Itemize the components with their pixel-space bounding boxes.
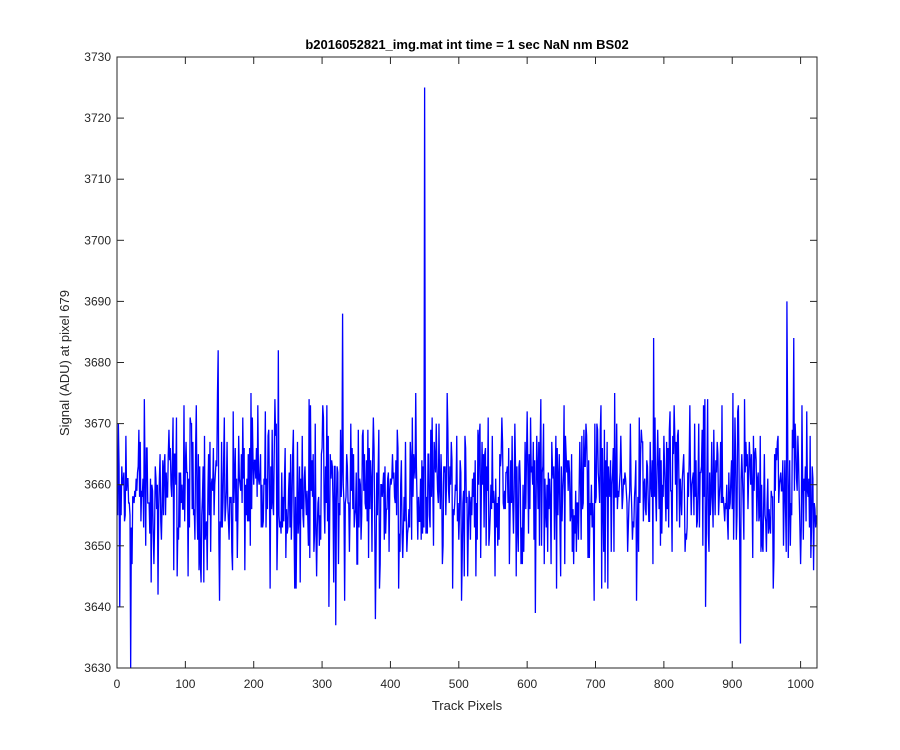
x-tick-label: 400 [380,677,400,691]
y-tick-label: 3670 [84,417,111,431]
y-tick-label: 3710 [84,172,111,186]
x-tick-label: 900 [722,677,742,691]
y-axis-label: Signal (ADU) at pixel 679 [57,290,72,436]
x-tick-label: 500 [449,677,469,691]
series-layer [117,87,817,669]
y-tick-label: 3630 [84,661,111,675]
series-line [117,87,817,669]
plot-background [117,57,817,668]
y-tick-label: 3640 [84,600,111,614]
x-tick-label: 600 [517,677,537,691]
x-axis-label: Track Pixels [432,698,503,713]
y-tick-label: 3730 [84,50,111,64]
y-tick-label: 3660 [84,478,111,492]
y-tick-label: 3690 [84,294,111,308]
y-tick-label: 3720 [84,111,111,125]
x-tick-label: 200 [244,677,264,691]
x-tick-label: 100 [175,677,195,691]
x-tick-label: 0 [114,677,121,691]
x-tick-label: 800 [654,677,674,691]
x-tick-label: 1000 [787,677,814,691]
ticks-layer: 0 100 200 300 400 500 600 700 800 900 1000 3630 3640… [84,50,817,691]
y-tick-label: 3650 [84,539,111,553]
x-tick-label: 700 [586,677,606,691]
chart-title: b2016052821_img.mat int time = 1 sec NaN… [305,37,628,52]
y-tick-label: 3680 [84,356,111,370]
y-tick-label: 3700 [84,233,111,247]
x-tick-label: 300 [312,677,332,691]
